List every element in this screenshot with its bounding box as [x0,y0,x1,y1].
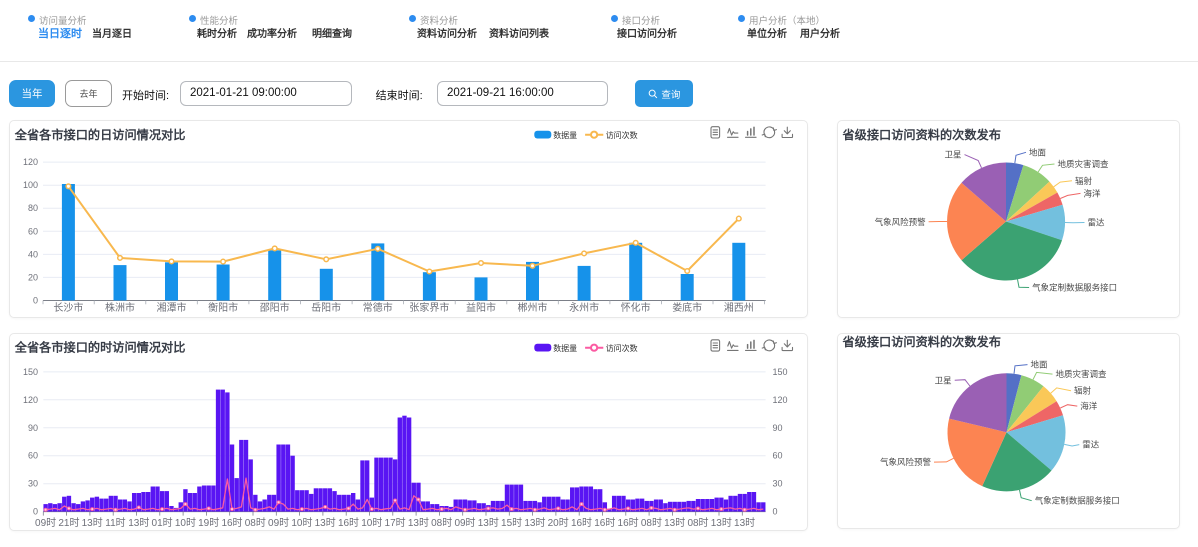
svg-text:16时: 16时 [618,517,639,529]
svg-text:08时: 08时 [431,517,452,529]
svg-text:20: 20 [28,272,38,282]
svg-text:01时: 01时 [152,517,173,529]
svg-text:13时: 13时 [478,517,499,529]
svg-text:16时: 16时 [571,517,592,529]
svg-text:150: 150 [773,367,788,377]
svg-text:80: 80 [28,203,38,213]
svg-text:卫星: 卫星 [944,150,961,160]
svg-text:120: 120 [773,395,788,405]
svg-text:08时: 08时 [687,517,708,529]
svg-text:省级接口访问资料的次数发布: 省级接口访问资料的次数发布 [842,334,1001,349]
svg-text:09时: 09时 [454,517,475,529]
svg-text:13时: 13时 [664,517,685,529]
svg-text:娄底市: 娄底市 [672,301,702,314]
svg-text:16时: 16时 [221,517,242,529]
svg-text:张家界市: 张家界市 [409,301,449,314]
svg-text:全省各市接口的日访问情况对比: 全省各市接口的日访问情况对比 [14,127,186,142]
svg-text:衡阳市: 衡阳市 [208,301,238,314]
svg-text:15时: 15时 [501,517,522,529]
svg-text:60: 60 [28,451,38,461]
svg-text:气象定制数据服务接口: 气象定制数据服务接口 [1032,283,1117,293]
svg-text:数据量: 数据量 [553,130,577,140]
svg-text:150: 150 [23,367,38,377]
svg-text:0: 0 [33,295,38,305]
svg-text:湘西州: 湘西州 [724,301,754,314]
svg-text:地质灾害调查: 地质灾害调查 [1058,159,1110,169]
svg-text:长沙市: 长沙市 [53,301,83,314]
svg-text:13时: 13时 [82,517,103,529]
svg-text:怀化市: 怀化市 [621,301,651,314]
svg-text:40: 40 [28,249,38,259]
svg-text:湘潭市: 湘潭市 [157,301,187,314]
svg-text:卫星: 卫星 [935,375,952,385]
svg-text:13时: 13时 [734,517,755,529]
svg-text:访问次数: 访问次数 [606,130,638,140]
svg-text:常德市: 常德市 [363,301,393,314]
svg-text:13时: 13时 [711,517,732,529]
svg-text:数据量: 数据量 [553,343,577,353]
svg-text:08时: 08时 [245,517,266,529]
svg-text:10时: 10时 [361,517,382,529]
svg-text:17时: 17时 [385,517,406,529]
svg-text:60: 60 [28,226,38,236]
svg-text:全省各市接口的时访问情况对比: 全省各市接口的时访问情况对比 [14,340,186,355]
svg-text:0: 0 [33,507,38,517]
svg-text:10时: 10时 [175,517,196,529]
svg-text:地面: 地面 [1031,360,1049,370]
svg-text:永州市: 永州市 [569,301,599,314]
svg-text:16时: 16时 [338,517,359,529]
svg-text:60: 60 [773,451,783,461]
svg-text:120: 120 [23,157,38,167]
svg-text:气象风险预警: 气象风险预警 [875,217,927,227]
svg-text:11时: 11时 [105,517,125,529]
svg-text:10时: 10时 [291,517,312,529]
svg-text:13时: 13时 [524,517,545,529]
svg-text:08时: 08时 [641,517,662,529]
svg-text:地面: 地面 [1029,147,1047,157]
svg-text:13时: 13时 [315,517,336,529]
svg-text:100: 100 [23,180,38,190]
svg-text:辐射: 辐射 [1075,176,1093,186]
svg-text:90: 90 [773,423,783,433]
svg-text:09时: 09时 [35,517,56,529]
svg-text:90: 90 [28,423,38,433]
svg-text:辐射: 辐射 [1074,386,1092,396]
svg-text:30: 30 [28,479,38,489]
svg-text:海洋: 海洋 [1084,188,1102,198]
svg-text:0: 0 [773,507,778,517]
svg-text:益阳市: 益阳市 [466,301,496,314]
svg-text:13时: 13时 [408,517,429,529]
svg-text:株洲市: 株洲市 [105,301,135,314]
svg-text:19时: 19时 [198,517,219,529]
svg-text:访问次数: 访问次数 [606,343,638,353]
svg-text:海洋: 海洋 [1080,401,1098,411]
svg-text:邵阳市: 邵阳市 [260,301,290,314]
svg-text:雷达: 雷达 [1082,440,1100,450]
svg-text:省级接口访问资料的次数发布: 省级接口访问资料的次数发布 [842,127,1001,142]
svg-text:20时: 20时 [548,517,569,529]
svg-text:地质灾害调查: 地质灾害调查 [1056,369,1108,379]
svg-text:120: 120 [23,395,38,405]
svg-text:气象定制数据服务接口: 气象定制数据服务接口 [1035,496,1120,506]
svg-text:气象风险预警: 气象风险预警 [880,457,932,467]
svg-text:21时: 21时 [58,517,79,529]
svg-text:30: 30 [773,479,783,489]
svg-text:郴州市: 郴州市 [518,301,548,314]
svg-text:岳阳市: 岳阳市 [311,301,341,314]
svg-text:雷达: 雷达 [1088,218,1106,228]
svg-text:13时: 13时 [128,517,149,529]
svg-text:09时: 09时 [268,517,289,529]
svg-text:16时: 16时 [594,517,615,529]
